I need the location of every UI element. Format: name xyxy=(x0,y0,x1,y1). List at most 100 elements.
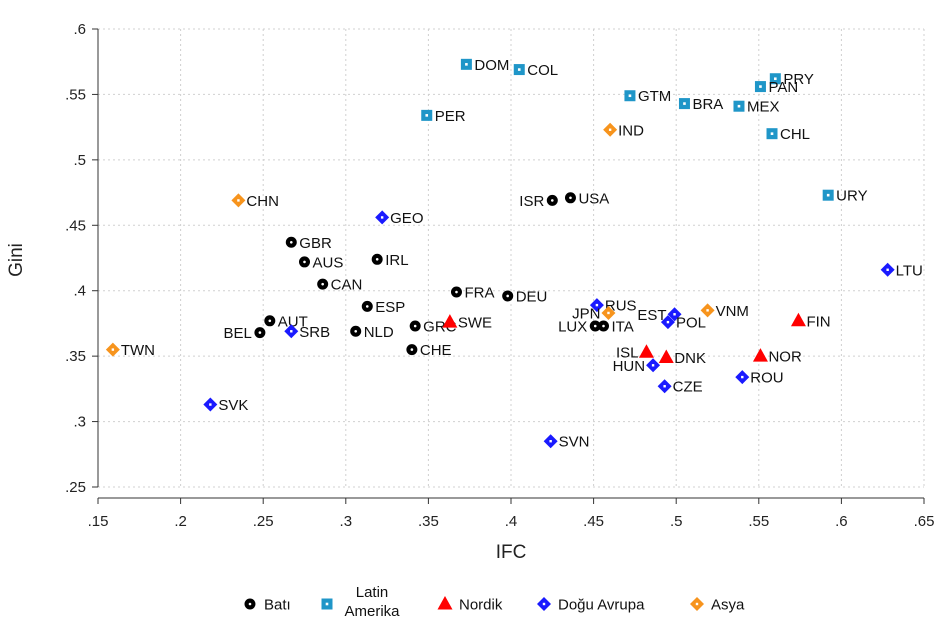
point-ind-marker-center xyxy=(608,128,612,131)
point-label-nld: NLD xyxy=(364,324,394,341)
point-label-ltu: LTU xyxy=(896,262,923,279)
point-pry-marker-center xyxy=(774,77,777,81)
point-ury-marker-center xyxy=(826,193,830,197)
point-label-vnm: VNM xyxy=(716,303,749,320)
point-label-pol: POL xyxy=(676,315,706,332)
point-swe-marker xyxy=(442,314,458,328)
series-3: FIN SWE ISL NOR DNK xyxy=(442,312,831,367)
point-label-nor: NOR xyxy=(768,349,802,366)
point-srb-marker-center xyxy=(290,330,293,333)
point-label-aut: AUT xyxy=(278,313,308,330)
y-axis-title: Gini xyxy=(6,243,27,277)
point-label-per: PER xyxy=(435,108,466,125)
point-bra-marker-center xyxy=(683,102,686,105)
y-tick-label: .55 xyxy=(65,86,86,103)
x-tick-label: .55 xyxy=(748,513,769,530)
y-tick-label: .4 xyxy=(73,283,86,300)
point-jpn-marker-center xyxy=(607,311,610,315)
point-label-pry: PRY xyxy=(783,71,814,88)
x-tick-label: .3 xyxy=(340,513,353,530)
point-col-marker-center xyxy=(517,68,521,71)
legend-asya-marker-center xyxy=(695,602,699,606)
point-geo-marker-center xyxy=(380,216,384,219)
point-can-marker-center xyxy=(321,282,324,286)
point-label-swe: SWE xyxy=(458,315,492,332)
point-label-dnk: DNK xyxy=(674,350,706,367)
point-isl-marker xyxy=(638,344,654,358)
point-chl-marker-center xyxy=(770,132,774,135)
point-label-esp: ESP xyxy=(375,299,405,316)
point-label-can: CAN xyxy=(331,277,363,294)
point-label-che: CHE xyxy=(420,342,452,359)
x-axis-title: IFC xyxy=(496,542,527,563)
point-usa-marker-center xyxy=(569,196,572,200)
point-label-usa: USA xyxy=(578,190,609,207)
point-cze-marker-center xyxy=(663,385,666,388)
legend-label-line: Latin xyxy=(356,584,389,601)
point-gtm-marker-center xyxy=(628,94,632,98)
x-tick-label: .35 xyxy=(418,513,439,530)
point-hun-marker-center xyxy=(651,364,655,367)
point-label-fra: FRA xyxy=(464,285,494,302)
point-svk-marker-center xyxy=(209,403,212,406)
point-dnk-marker xyxy=(658,349,674,363)
point-gbr-marker-center xyxy=(289,240,293,244)
legend-label-1: Batı xyxy=(264,597,291,614)
x-tick-label: .15 xyxy=(88,513,109,530)
series-5: IND CHN VNM JPN TWN xyxy=(105,122,749,359)
point-fra-marker-center xyxy=(455,290,458,294)
point-label-lux: LUX xyxy=(558,319,587,336)
y-ticks: .25 .3 .35 .4 .45 .5 .55 .6 xyxy=(65,21,98,496)
point-che-marker-center xyxy=(410,348,414,351)
point-ita-marker-center xyxy=(602,324,605,328)
x-ticks: .15 .2 .25 .3 .35 .4 .45 .5 .55 .6 .65 xyxy=(88,498,935,530)
point-rus-marker-center xyxy=(595,303,599,307)
y-tick-label: .5 xyxy=(73,152,86,169)
legend-label-5: Asya xyxy=(711,597,745,614)
point-per-marker-center xyxy=(425,114,429,117)
y-tick-label: .25 xyxy=(65,479,86,496)
legend-label-2: Latin Amerika xyxy=(344,584,400,620)
point-vnm-marker-center xyxy=(706,309,709,312)
point-pol-marker-center xyxy=(666,320,670,324)
point-lux-marker-center xyxy=(593,324,597,328)
point-label-ita: ITA xyxy=(612,319,634,336)
point-svn-marker-center xyxy=(549,440,552,443)
point-label-aus: AUS xyxy=(313,254,344,271)
x-tick-label: .5 xyxy=(670,513,683,530)
point-isr-marker-center xyxy=(551,199,554,202)
point-label-isr: ISR xyxy=(519,193,544,210)
legend-nordik-marker xyxy=(437,596,453,610)
point-label-rou: ROU xyxy=(750,370,783,387)
point-label-ind: IND xyxy=(618,122,644,139)
point-est-marker-center xyxy=(673,313,676,316)
point-label-svn: SVN xyxy=(559,434,590,451)
point-label-gbr: GBR xyxy=(299,235,332,252)
y-tick-label: .35 xyxy=(65,348,86,365)
legend-label-4: Doğu Avrupa xyxy=(558,597,645,614)
legend-doğu-avrupa-marker-center xyxy=(542,602,546,606)
x-tick-label: .4 xyxy=(505,513,518,530)
grid-lines xyxy=(97,28,925,488)
y-tick-label: .45 xyxy=(65,217,86,234)
legend-latin-amerika-marker-center xyxy=(325,602,329,606)
point-label-chl: CHL xyxy=(780,126,810,143)
y-tick-label: .3 xyxy=(73,414,86,431)
point-nld-marker-center xyxy=(354,329,358,333)
point-label-mex: MEX xyxy=(747,99,780,116)
point-label-dom: DOM xyxy=(474,57,509,74)
x-tick-label: .65 xyxy=(914,513,935,530)
point-label-jpn: JPN xyxy=(572,305,600,322)
point-aus-marker-center xyxy=(303,260,306,264)
point-label-bra: BRA xyxy=(692,96,723,113)
point-fin-marker xyxy=(790,312,806,327)
x-tick-label: .25 xyxy=(253,513,274,530)
point-label-isl: ISL xyxy=(616,345,639,362)
point-label-srb: SRB xyxy=(299,324,330,341)
point-aut-marker-center xyxy=(268,319,272,323)
point-esp-marker-center xyxy=(365,305,369,308)
point-grc-marker-center xyxy=(413,324,417,328)
point-label-cze: CZE xyxy=(673,379,703,396)
